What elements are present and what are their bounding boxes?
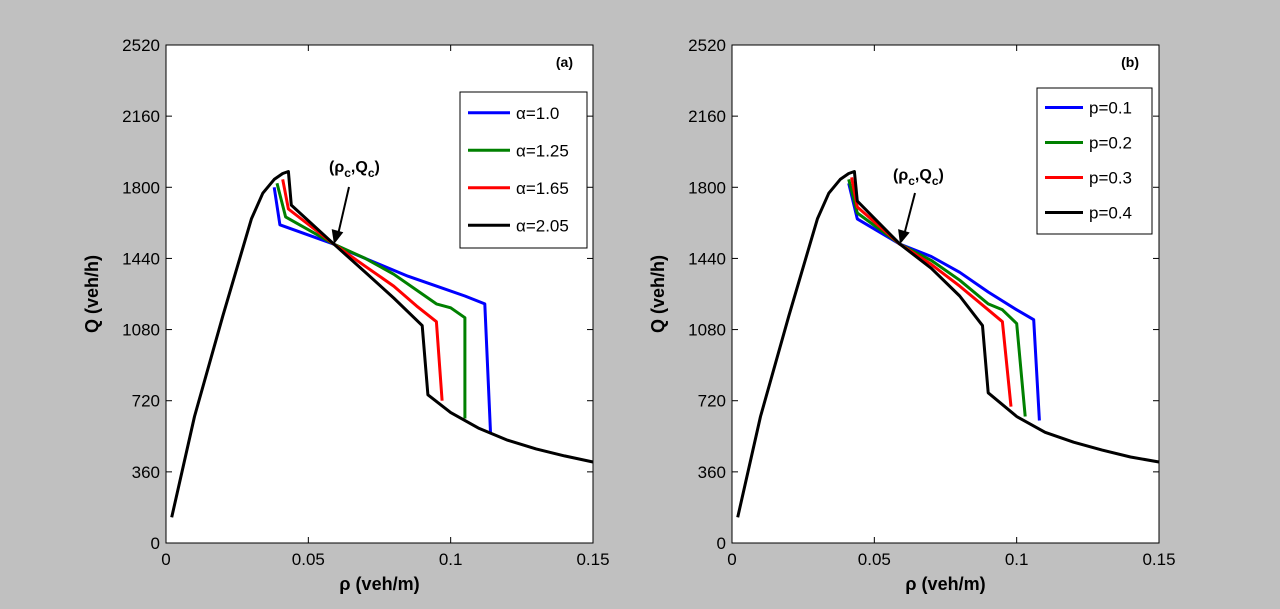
annotation-label: (ρc,Qc) [329, 159, 380, 180]
x-tick-label: 0.15 [1142, 550, 1175, 569]
axes-box [731, 44, 1160, 544]
y-tick-label: 0 [717, 534, 726, 553]
annotation-label: (ρc,Qc) [893, 167, 944, 188]
annotation-text: ) [375, 159, 380, 176]
x-tick-label: 0.1 [439, 550, 463, 569]
annotation-arrow-head [898, 229, 910, 245]
legend: p=0.1 p=0.2 p=0.3 p=0.4 [1036, 87, 1153, 235]
y-tick-label: 2520 [688, 36, 726, 55]
x-axis-label: ρ (veh/m) [905, 574, 985, 594]
y-tick-label: 1080 [122, 321, 160, 340]
y-tick-label: 720 [132, 392, 160, 411]
x-tick-label: 0.15 [576, 550, 609, 569]
series-line-1 [272, 187, 492, 433]
legend: α=1.0 α=1.25 α=1.65 α=2.05 [459, 91, 588, 249]
y-tick-label: 360 [698, 463, 726, 482]
y-tick-label: 2160 [688, 107, 726, 126]
critical-point-annotation: (ρc,Qc) [893, 167, 944, 245]
y-tick-label: 2160 [122, 107, 160, 126]
y-tick-label: 360 [132, 463, 160, 482]
y-tick-label: 1440 [688, 249, 726, 268]
x-tick-label: 0.1 [1005, 550, 1029, 569]
x-tick-label: 0 [161, 550, 170, 569]
legend-entry-2: α=1.25 [516, 141, 569, 160]
chart-panel-a: 0 0.05 0.1 0.15 0 360 720 1080 1440 1800 2160 2520 ρ… [82, 36, 610, 594]
annotation-subscript: c [908, 174, 915, 188]
y-tick-label: 1080 [688, 321, 726, 340]
series-line-3 [281, 179, 444, 401]
x-tick-label: 0.05 [858, 550, 891, 569]
y-tick-label: 720 [698, 392, 726, 411]
series-line-2 [847, 179, 1027, 417]
axes-box [165, 44, 594, 544]
x-tick-label: 0.05 [292, 550, 325, 569]
annotation-text: ,Q [351, 159, 368, 176]
critical-point-annotation: (ρc,Qc) [329, 159, 380, 245]
series-line-1 [847, 182, 1041, 421]
series-line-2 [275, 182, 467, 419]
legend-box [459, 91, 588, 249]
y-tick-label: 1440 [122, 249, 160, 268]
chart-panel-b: 0 0.05 0.1 0.15 0 360 720 1080 1440 1800 2160 2520 ρ… [648, 36, 1176, 594]
annotation-arrow-head [331, 229, 344, 245]
legend-entry-2: p=0.2 [1089, 134, 1132, 153]
y-axis-label: Q (veh/h) [648, 255, 668, 333]
annotation-text: ) [939, 167, 944, 184]
series-line-4 [170, 170, 594, 518]
panel-label: (b) [1121, 54, 1139, 70]
series-line-3 [850, 177, 1013, 407]
x-axis-label: ρ (veh/m) [339, 574, 419, 594]
y-tick-label: 0 [151, 534, 160, 553]
y-tick-label: 2520 [122, 36, 160, 55]
series-line-4 [736, 170, 1160, 518]
annotation-arrow-shaft [335, 186, 350, 240]
legend-entry-1: p=0.1 [1089, 99, 1132, 118]
legend-entry-3: α=1.65 [516, 179, 569, 198]
legend-entry-4: p=0.4 [1089, 204, 1132, 223]
annotation-subscript: c [344, 166, 351, 180]
annotation-text: (ρ [893, 167, 908, 184]
y-tick-label: 1800 [122, 178, 160, 197]
y-axis-label: Q (veh/h) [82, 255, 102, 333]
legend-box [1036, 87, 1153, 235]
panel-label: (a) [556, 54, 573, 70]
annotation-text: (ρ [329, 159, 344, 176]
legend-entry-4: α=2.05 [516, 216, 569, 235]
x-tick-label: 0 [727, 550, 736, 569]
annotation-text: ,Q [915, 167, 932, 184]
legend-entry-3: p=0.3 [1089, 169, 1132, 188]
legend-entry-1: α=1.0 [516, 104, 559, 123]
annotation-subscript: c [932, 174, 939, 188]
annotation-subscript: c [368, 166, 375, 180]
y-tick-label: 1800 [688, 178, 726, 197]
